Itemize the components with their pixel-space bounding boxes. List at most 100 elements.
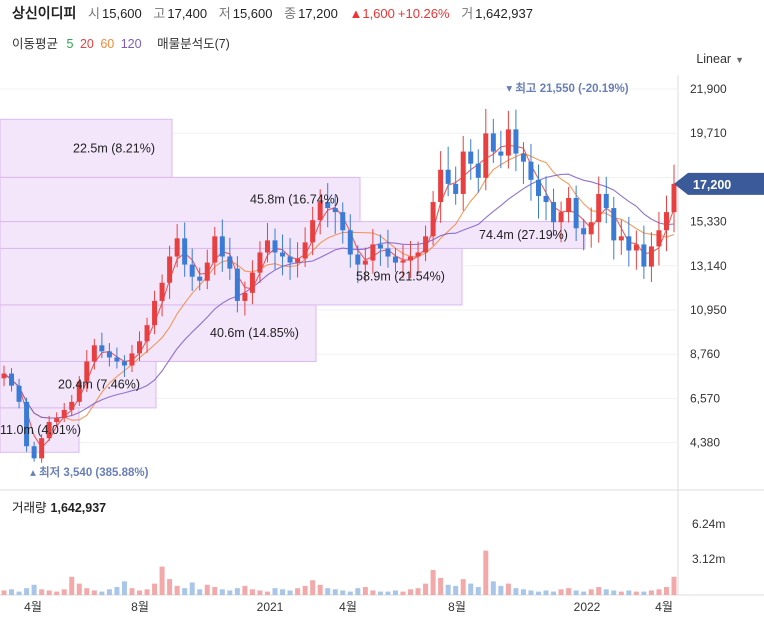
- candle-body: [325, 202, 331, 209]
- y-tick-label: 4,380: [690, 436, 720, 450]
- low-marker: ▴ 최저 3,540 (385.88%): [30, 465, 149, 479]
- moving-average-line: [3, 173, 675, 419]
- scale-selector[interactable]: Linear ▼: [696, 52, 744, 66]
- candle-body: [204, 262, 210, 281]
- candle-body: [159, 282, 165, 301]
- candle-body: [520, 153, 526, 162]
- volume-bar: [257, 590, 263, 595]
- volume-bar: [234, 588, 240, 595]
- candle-body: [137, 341, 143, 354]
- volume-bar: [69, 576, 75, 595]
- volume-bar: [204, 584, 210, 595]
- candle-body: [468, 151, 474, 164]
- candle-body: [129, 353, 135, 366]
- chevron-down-icon: ▼: [735, 55, 744, 65]
- ma-label: 이동평균: [12, 37, 59, 51]
- candle-body: [197, 276, 203, 281]
- change-value: ▲1,600: [349, 6, 395, 21]
- candle-body: [483, 133, 489, 178]
- candle-body: [641, 244, 647, 267]
- volume-bar: [468, 583, 474, 595]
- volume-bar: [182, 588, 188, 595]
- volume-bar: [392, 590, 398, 595]
- volume-bar: [445, 584, 451, 595]
- volume-bar: [129, 588, 135, 595]
- volume-bar: [535, 591, 541, 595]
- candle-body: [249, 272, 255, 293]
- candle-body: [377, 244, 383, 249]
- candle-body: [385, 248, 391, 257]
- y-tick-label: 13,140: [690, 259, 727, 273]
- volume-bar: [641, 591, 647, 595]
- volume-bar: [408, 589, 414, 595]
- ma5: 5: [66, 37, 74, 51]
- volume-profile-label: 40.6m (14.85%): [210, 326, 299, 340]
- candle-body: [1, 373, 7, 379]
- volume-bar: [227, 590, 233, 595]
- volume-bar: [174, 585, 180, 595]
- volume-bar: [114, 587, 120, 595]
- candle-body: [54, 417, 60, 423]
- x-tick-label: 2021: [257, 600, 284, 614]
- volume-bar: [558, 589, 564, 595]
- candle-body: [114, 357, 120, 362]
- volume-bar: [581, 591, 587, 595]
- candle-body: [76, 381, 82, 402]
- candle-body: [370, 244, 376, 261]
- volume-bar: [31, 584, 37, 595]
- candle-body: [287, 256, 293, 263]
- volume-bar: [475, 587, 481, 595]
- candle-body: [272, 240, 278, 253]
- moving-average-legend[interactable]: 이동평균 5 20 60 120 매물분석도(7): [12, 33, 235, 52]
- y-tick-label: 19,710: [690, 126, 727, 140]
- moving-average-line: [3, 152, 675, 421]
- candle-body: [603, 193, 609, 209]
- volume-bar: [39, 589, 45, 595]
- volume-bar: [611, 590, 617, 595]
- candle-body: [264, 240, 270, 253]
- candle-body: [460, 151, 466, 194]
- candle-body: [31, 446, 37, 459]
- volume-bar: [423, 583, 429, 595]
- volume-bar: [415, 588, 421, 595]
- volume-bar: [520, 589, 526, 595]
- candle-body: [528, 161, 534, 180]
- volume-bar: [340, 590, 346, 595]
- volume-profile-label: 11.0m (4.01%): [0, 423, 81, 437]
- candle-body: [280, 252, 286, 257]
- volume-bar: [355, 588, 361, 595]
- volume-profile-box: [0, 176, 361, 223]
- volume-bar: [603, 589, 609, 595]
- volume-bar: [317, 584, 323, 595]
- volume-bar: [152, 583, 158, 595]
- candle-body: [257, 252, 263, 273]
- current-price-badge: [674, 172, 764, 195]
- volume-bar: [671, 576, 677, 595]
- volume-bar: [167, 579, 173, 595]
- volume-bar: [370, 590, 376, 595]
- candle-body: [408, 256, 414, 261]
- x-tick-label: 4월: [339, 600, 357, 614]
- volume-bar: [362, 587, 368, 595]
- volume-bar: [596, 587, 602, 595]
- current-price-label: 17,200: [693, 178, 731, 192]
- volume-panel-label: 거래량: [12, 501, 47, 515]
- volume-bar: [137, 590, 143, 595]
- volume-bar: [588, 589, 594, 595]
- volume-bar: [249, 589, 255, 595]
- volume-bar: [16, 591, 22, 595]
- x-tick-label: 4월: [655, 600, 673, 614]
- volume-bar: [61, 589, 67, 595]
- candle-body: [152, 300, 158, 326]
- high-label: 고: [153, 6, 166, 21]
- volume-profile-toggle[interactable]: 매물분석도(7): [157, 37, 230, 51]
- candle-body: [588, 222, 594, 235]
- volume-value: 1,642,937: [475, 6, 533, 21]
- candle-body: [106, 351, 112, 358]
- volume-bar: [189, 582, 195, 595]
- volume-bar: [197, 589, 203, 595]
- candle-body: [430, 202, 436, 237]
- x-tick-label: 8월: [131, 600, 149, 614]
- volume-bar: [648, 590, 654, 595]
